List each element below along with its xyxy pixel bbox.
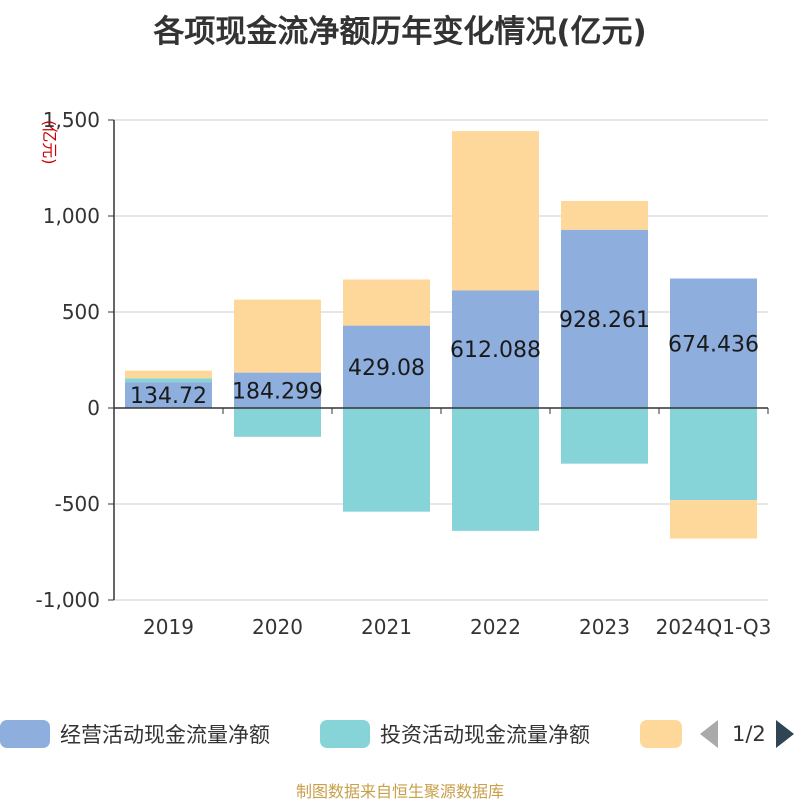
chart-title: 各项现金流净额历年变化情况(亿元) bbox=[153, 14, 647, 50]
bar-series0-5 bbox=[670, 278, 757, 408]
legend-label-investing: 投资活动现金流量净额 bbox=[380, 723, 590, 747]
bar-series0-3 bbox=[452, 290, 539, 408]
bar-series1-3 bbox=[452, 408, 539, 531]
data-label: 184.299 bbox=[232, 379, 323, 404]
legend-item-financing[interactable] bbox=[640, 714, 682, 754]
legend-page-indicator: 1/2 bbox=[732, 722, 766, 746]
legend-item-investing[interactable]: 投资活动现金流量净额 bbox=[320, 714, 590, 754]
labels-layer: -1,000 -500 0 500 1,000 1,500 134.72 2019 184.29… bbox=[36, 108, 772, 639]
bars-layer bbox=[125, 131, 757, 539]
y-tick-label: -1,000 bbox=[36, 588, 100, 612]
bar-series1-0 bbox=[125, 378, 212, 383]
bar-series2-4 bbox=[561, 200, 648, 230]
bar-series2-0 bbox=[125, 370, 212, 379]
data-label: 674.436 bbox=[668, 332, 759, 357]
bar-series0-4 bbox=[561, 229, 648, 408]
x-tick-label: 2019 bbox=[143, 615, 194, 639]
bar-chart: -1,000 -500 0 500 1,000 1,500 134.72 2019 184.29… bbox=[36, 108, 772, 639]
axis-layer bbox=[108, 119, 769, 601]
y-tick-label: -500 bbox=[55, 492, 100, 516]
data-label: 928.261 bbox=[559, 308, 650, 333]
x-tick-label: 2020 bbox=[252, 615, 303, 639]
x-tick-label: 2021 bbox=[361, 615, 412, 639]
bar-series2-1 bbox=[234, 299, 321, 373]
bar-series2-2 bbox=[343, 279, 430, 326]
y-tick-label: 500 bbox=[62, 300, 100, 324]
grid-layer bbox=[114, 119, 768, 601]
next-page-arrow-icon[interactable] bbox=[775, 720, 794, 748]
bar-series2-3 bbox=[452, 131, 539, 291]
bar-series1-5 bbox=[670, 408, 757, 501]
prev-page-arrow-icon[interactable] bbox=[700, 720, 718, 748]
bar-series1-1 bbox=[234, 408, 321, 437]
bar-series0-1 bbox=[234, 372, 321, 408]
x-tick-label: 2024Q1-Q3 bbox=[656, 615, 772, 639]
legend-swatch-investing bbox=[320, 720, 370, 748]
x-tick-label: 2022 bbox=[470, 615, 521, 639]
legend-item-operating[interactable]: 经营活动现金流量净额 bbox=[0, 714, 270, 754]
legend-swatch-financing bbox=[640, 720, 682, 748]
y-tick-label: 0 bbox=[87, 396, 100, 420]
bar-series1-4 bbox=[561, 408, 648, 464]
legend-pager: 1/2 bbox=[700, 714, 794, 754]
bar-series0-2 bbox=[343, 325, 430, 408]
y-tick-label: 1,500 bbox=[43, 108, 100, 132]
y-tick-label: 1,000 bbox=[43, 204, 100, 228]
data-label: 429.08 bbox=[348, 356, 425, 381]
legend-swatch-operating bbox=[0, 720, 50, 748]
y-unit-label: (亿元) bbox=[40, 120, 59, 165]
source-note: 制图数据来自恒生聚源数据库 bbox=[295, 782, 504, 801]
data-label: 134.72 bbox=[130, 384, 207, 409]
bar-series2-5 bbox=[670, 500, 757, 539]
legend-label-operating: 经营活动现金流量净额 bbox=[60, 723, 270, 747]
bar-series1-2 bbox=[343, 408, 430, 512]
legend: 经营活动现金流量净额 投资活动现金流量净额 1/2 bbox=[0, 714, 800, 754]
x-tick-label: 2023 bbox=[579, 615, 630, 639]
bar-series0-0 bbox=[125, 382, 212, 408]
data-label: 612.088 bbox=[450, 338, 541, 363]
